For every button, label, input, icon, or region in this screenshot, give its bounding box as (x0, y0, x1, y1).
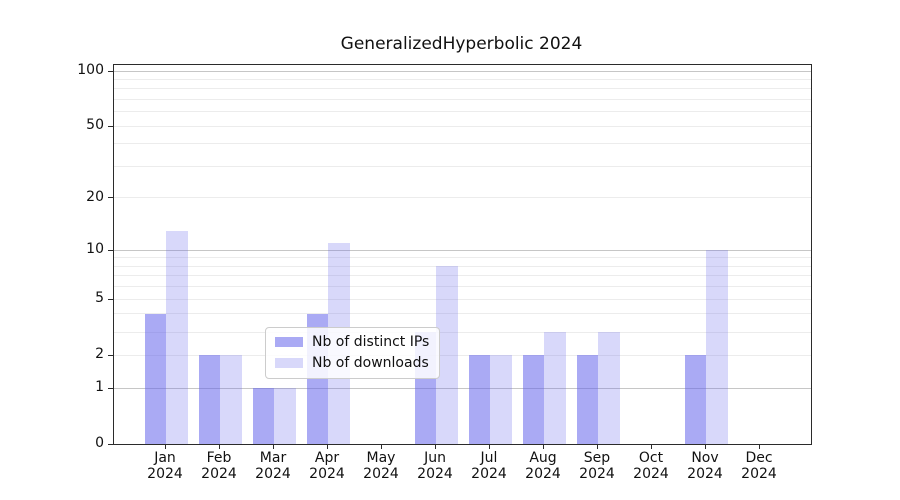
x-tick-label-feb: Feb 2024 (201, 450, 237, 482)
y-tick-2 (108, 354, 113, 356)
bar-downloads-feb (220, 355, 242, 444)
x-tick-label-jan: Jan 2024 (147, 450, 183, 482)
gridline-major-100 (114, 70, 811, 72)
gridline-minor-70 (114, 99, 811, 100)
x-tick-label-nov: Nov 2024 (687, 450, 723, 482)
x-tick-sep (596, 444, 598, 449)
x-tick-jun (434, 444, 436, 449)
y-tick-label-0: 0 (95, 435, 104, 451)
y-tick-label-2: 2 (95, 346, 104, 363)
x-tick-may (380, 444, 382, 449)
gridline-minor-20 (114, 197, 811, 199)
x-tick-label-sep: Sep 2024 (579, 450, 615, 482)
y-tick-1 (108, 387, 113, 389)
legend-swatch-downloads (275, 358, 303, 368)
bar-distinct-ips-mar (252, 388, 274, 444)
y-tick-50 (108, 125, 113, 127)
x-tick-label-jun: Jun 2024 (417, 450, 453, 482)
x-tick-dec (758, 444, 760, 449)
bar-downloads-aug (544, 332, 566, 444)
gridline-minor-5 (114, 298, 811, 300)
gridline-minor-40 (114, 143, 811, 145)
bar-downloads-jul (490, 355, 512, 444)
x-tick-oct (650, 444, 652, 449)
plot-area (108, 64, 812, 445)
y-tick-label-5: 5 (95, 290, 104, 307)
y-tick-10 (108, 249, 113, 251)
gridline-minor-30 (114, 166, 811, 167)
bar-distinct-ips-jan (144, 313, 166, 444)
gridline-minor-3 (114, 331, 811, 333)
x-tick-label-oct: Oct 2024 (633, 450, 669, 482)
bar-downloads-mar (274, 388, 296, 444)
x-tick-label-may: May 2024 (363, 450, 399, 482)
bar-distinct-ips-nov (684, 355, 706, 444)
gridline-minor-4 (114, 313, 811, 315)
bar-downloads-nov (706, 250, 728, 444)
gridline-minor-7 (114, 275, 811, 277)
gridline-minor-2 (114, 354, 811, 356)
chart-title: GeneralizedHyperbolic 2024 (340, 34, 583, 54)
y-tick-label-10: 10 (86, 241, 104, 258)
x-tick-nov (704, 444, 706, 449)
x-tick-mar (272, 444, 274, 449)
gridline-minor-90 (114, 78, 811, 80)
legend-entry-distinct-ips: Nb of distinct IPs (275, 334, 429, 350)
x-tick-label-dec: Dec 2024 (741, 450, 777, 482)
gridline-major-10 (114, 249, 811, 251)
y-tick-label-100: 100 (77, 62, 104, 78)
y-tick-5 (108, 298, 113, 300)
gridline-minor-50 (114, 125, 811, 127)
gridline-minor-9 (114, 257, 811, 259)
bar-distinct-ips-jul (468, 355, 490, 444)
legend-label-distinct-ips: Nb of distinct IPs (312, 334, 430, 350)
x-tick-label-mar: Mar 2024 (255, 450, 291, 482)
legend-swatch-distinct-ips (275, 337, 303, 347)
y-tick-100 (108, 70, 113, 72)
x-tick-jan (164, 444, 166, 449)
x-tick-apr (326, 444, 328, 449)
gridline-minor-60 (114, 111, 811, 113)
x-tick-label-apr: Apr 2024 (309, 450, 345, 482)
y-tick-label-20: 20 (86, 188, 104, 205)
x-tick-feb (218, 444, 220, 449)
bar-downloads-jan (166, 230, 188, 444)
gridline-minor-8 (114, 265, 811, 267)
y-tick-label-50: 50 (86, 117, 104, 134)
y-tick-0 (108, 443, 113, 445)
bar-distinct-ips-feb (198, 355, 220, 444)
y-tick-20 (108, 197, 113, 199)
gridline-minor-6 (114, 286, 811, 288)
x-tick-aug (542, 444, 544, 449)
x-tick-label-aug: Aug 2024 (525, 450, 561, 482)
bar-downloads-jun (436, 266, 458, 444)
legend: Nb of distinct IPs Nb of downloads (265, 327, 441, 379)
bar-distinct-ips-sep (576, 355, 598, 444)
x-tick-jul (488, 444, 490, 449)
legend-entry-downloads: Nb of downloads (275, 355, 429, 371)
gridline-minor-80 (114, 88, 811, 90)
bar-distinct-ips-aug (522, 355, 544, 444)
x-tick-label-jul: Jul 2024 (471, 450, 507, 482)
gridline-major-1 (114, 387, 811, 389)
y-tick-label-1: 1 (95, 379, 104, 395)
legend-label-downloads: Nb of downloads (312, 355, 429, 371)
bar-downloads-sep (598, 332, 620, 444)
